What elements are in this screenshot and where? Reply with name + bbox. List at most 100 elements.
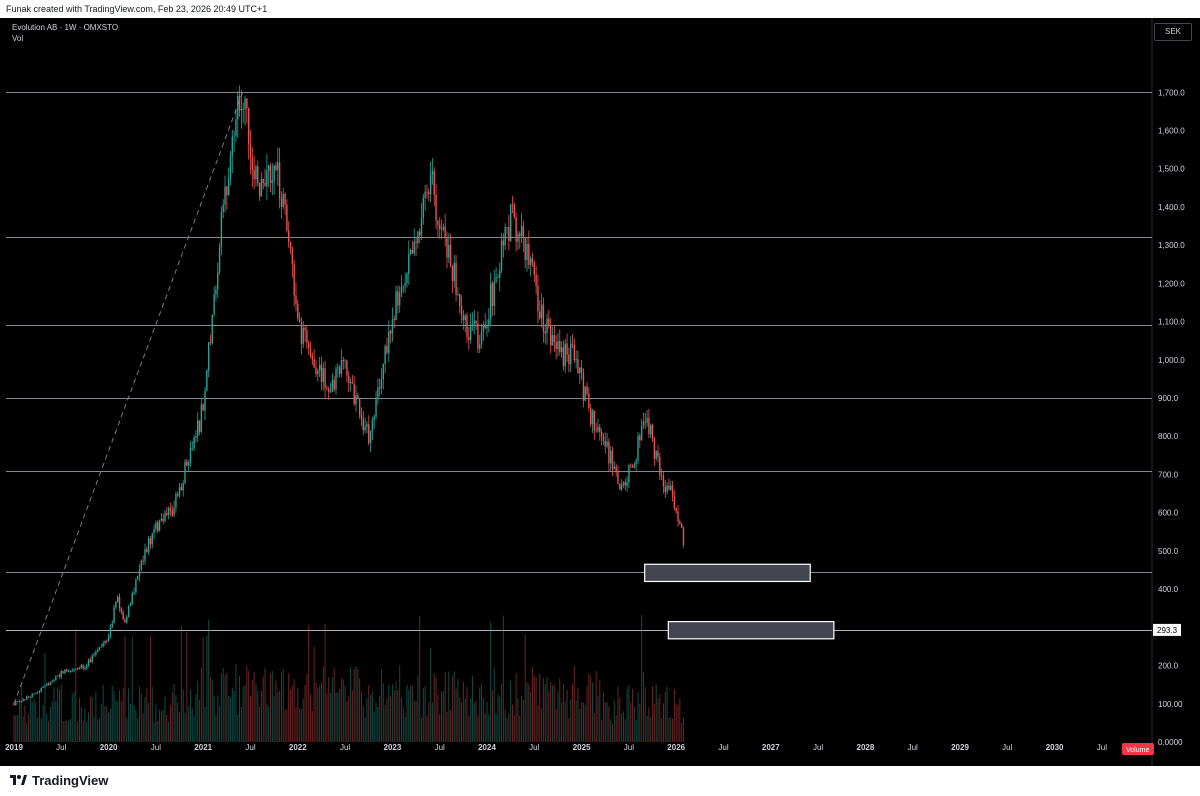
candle-body (169, 508, 172, 511)
candle-body (682, 527, 685, 546)
volume-bar (49, 706, 51, 742)
volume-bar (38, 692, 40, 742)
candle-body (413, 241, 415, 254)
tradingview-logo[interactable]: TradingView (8, 770, 108, 790)
volume-bar (633, 706, 635, 742)
volume-bar (286, 708, 288, 742)
candle-body (517, 233, 519, 242)
volume-bar (475, 700, 477, 742)
y-tick-label: 1,700.0 (1158, 88, 1185, 97)
x-tick-label: Jul (908, 743, 918, 752)
volume-bar (280, 672, 282, 742)
volume-bar (73, 692, 75, 742)
volume-bar (415, 701, 417, 742)
candle-body (428, 192, 430, 195)
candle-body (544, 331, 546, 334)
candle-body (109, 627, 112, 637)
volume-bar (568, 718, 570, 742)
candle-body (206, 370, 208, 391)
candle-body (648, 418, 650, 435)
volume-bar (442, 690, 444, 742)
volume-bar (220, 673, 222, 742)
candle-body (191, 447, 193, 449)
candle-body (84, 668, 86, 669)
candle-body (480, 331, 483, 345)
candle-body (395, 291, 397, 321)
candle-body (71, 670, 73, 672)
candle-body (437, 220, 439, 225)
volume-bar (337, 692, 339, 742)
candle-body (349, 382, 352, 384)
candle-body (562, 347, 565, 367)
volume-bar (597, 696, 599, 742)
volume-bar (599, 680, 601, 742)
volume-bar (653, 703, 655, 742)
candle-body (298, 318, 301, 322)
candle-body (238, 96, 241, 111)
chart-area[interactable]: 1,700.0 1,600.0 1,500.0 1,400.0 1,300.0 1,200… (0, 18, 1200, 766)
candle-body (484, 324, 486, 329)
volume-bar (33, 699, 35, 742)
x-tick-label: Jul (624, 743, 634, 752)
volume-bar (140, 694, 142, 742)
volume-bar (175, 695, 177, 742)
volume-bar (86, 721, 88, 742)
volume-bar (550, 681, 552, 742)
volume-bar (55, 701, 57, 742)
volume-bar (257, 690, 259, 742)
candle-body (275, 165, 277, 171)
volume-bar (171, 692, 173, 742)
candle-body (189, 447, 192, 463)
candle-body (569, 343, 572, 365)
volume-bar (375, 702, 377, 742)
candle-body (151, 533, 153, 545)
volume-bar (328, 677, 330, 742)
candle-body (668, 485, 670, 490)
volume-bar (326, 693, 328, 742)
candle-body (318, 364, 321, 371)
volume-bar (464, 698, 466, 742)
currency-button[interactable]: SEK (1154, 23, 1192, 41)
volume-indicator-label[interactable]: Vol (12, 34, 24, 43)
volume-bar (393, 690, 395, 742)
candle-body (584, 386, 586, 401)
volume-bar (370, 695, 372, 742)
candle-body (539, 311, 541, 319)
volume-bar (679, 698, 681, 742)
candle-body (348, 375, 350, 384)
candle-body (489, 283, 492, 320)
candle-body (599, 426, 601, 432)
candle-body (431, 171, 434, 175)
volume-bar (482, 698, 484, 742)
x-tick-label: 2023 (384, 743, 402, 752)
volume-bar (162, 709, 164, 742)
candle-body (146, 549, 148, 553)
volume-bar (44, 652, 46, 742)
price-chart[interactable]: 1,700.0 1,600.0 1,500.0 1,400.0 1,300.0 1,200… (0, 18, 1200, 766)
candle-body (35, 693, 37, 694)
volume-bar (624, 719, 626, 742)
volume-bar (444, 671, 446, 742)
candle-body (311, 355, 314, 360)
volume-bar (357, 669, 359, 742)
volume-bar (26, 723, 28, 742)
volume-bar (66, 720, 68, 742)
candle-body (633, 463, 636, 468)
x-tick-label: 2030 (1046, 743, 1064, 752)
candle-body (364, 426, 366, 431)
candle-body (207, 342, 210, 371)
candle-body (202, 404, 204, 411)
volume-bar (259, 706, 261, 742)
candle-body (509, 204, 512, 241)
volume-bar (279, 691, 281, 742)
volume-bar (149, 635, 151, 742)
candle-body (619, 483, 621, 490)
candle-body (613, 466, 616, 469)
candle-body (358, 399, 361, 415)
candle-body (113, 607, 115, 624)
volume-bar (593, 712, 595, 742)
volume-bar (402, 708, 404, 742)
candle-body (664, 486, 666, 492)
volume-bar (109, 708, 111, 742)
volume-bar (615, 715, 617, 742)
